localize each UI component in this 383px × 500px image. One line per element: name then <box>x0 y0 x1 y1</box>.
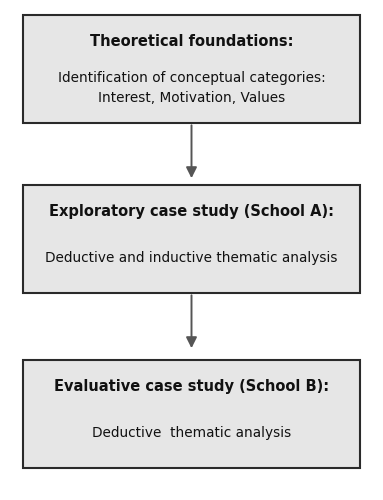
Bar <box>23 15 360 122</box>
Bar <box>23 185 360 292</box>
Text: Theoretical foundations:: Theoretical foundations: <box>90 34 293 50</box>
Text: Evaluative case study (School B):: Evaluative case study (School B): <box>54 380 329 394</box>
Text: Deductive and inductive thematic analysis: Deductive and inductive thematic analysi… <box>45 251 338 265</box>
Bar <box>23 360 360 468</box>
Text: Identification of conceptual categories:
Interest, Motivation, Values: Identification of conceptual categories:… <box>57 71 326 106</box>
Text: Exploratory case study (School A):: Exploratory case study (School A): <box>49 204 334 220</box>
Text: Deductive  thematic analysis: Deductive thematic analysis <box>92 426 291 440</box>
